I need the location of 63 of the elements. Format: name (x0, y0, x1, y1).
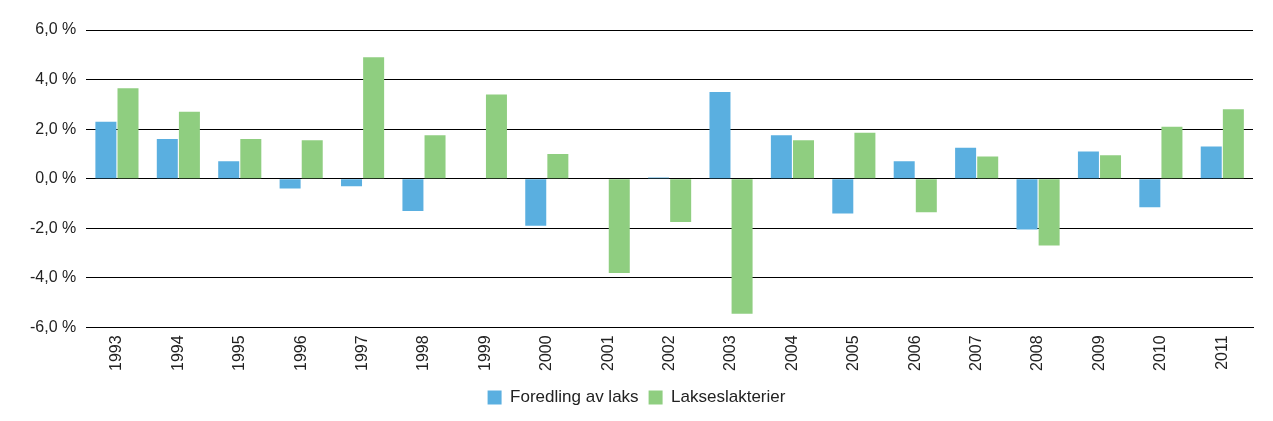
x-tick-label: 2010 (1151, 335, 1169, 371)
bar (363, 57, 385, 179)
bar (1077, 151, 1099, 179)
y-tick-label: -6,0 % (29, 317, 77, 335)
bar (485, 94, 507, 179)
bar (218, 161, 240, 179)
legend-label: Foredling av laks (510, 387, 639, 407)
x-tick-label: 2002 (660, 335, 678, 371)
bar (1139, 179, 1161, 208)
y-tick-label: 0,0 % (35, 169, 77, 187)
bar (1161, 126, 1183, 179)
bar (525, 179, 547, 226)
x-tick-label: 1995 (230, 335, 248, 371)
x-tick-label: 2001 (598, 335, 616, 371)
bar (1222, 109, 1244, 179)
bar (1100, 155, 1122, 179)
bar (608, 179, 630, 273)
bar (670, 179, 692, 223)
bar (424, 135, 446, 179)
y-tick-label: -4,0 % (29, 268, 77, 286)
x-tick-label: 1998 (414, 335, 432, 371)
x-tick-label: 2009 (1089, 335, 1107, 371)
y-tick-label: 2,0 % (35, 119, 77, 137)
bar (854, 132, 876, 179)
bar (832, 179, 854, 214)
bar (95, 121, 117, 179)
bar (893, 161, 915, 179)
legend-label: Lakseslakterier (671, 387, 786, 407)
bar (1038, 179, 1060, 246)
x-tick-label: 1997 (352, 335, 370, 371)
bar (178, 111, 200, 179)
bar (117, 88, 139, 179)
bar (341, 179, 363, 187)
bar (156, 139, 178, 179)
bar (731, 179, 753, 314)
x-tick-label: 2004 (782, 335, 800, 371)
x-tick-label: 2000 (537, 335, 555, 371)
bar (301, 140, 323, 179)
bar (402, 179, 424, 211)
bar (977, 156, 999, 179)
x-tick-label: 2011 (1212, 335, 1230, 370)
y-tick-label: -2,0 % (29, 218, 77, 236)
x-tick-label: 2007 (967, 335, 985, 371)
bar (770, 135, 792, 179)
bar (792, 140, 814, 179)
y-tick-label: 4,0 % (35, 69, 77, 87)
bar (1016, 179, 1038, 230)
x-tick-label: 2003 (721, 335, 739, 371)
bar (547, 153, 569, 179)
x-tick-label: 1994 (168, 335, 186, 371)
bar (1200, 146, 1222, 179)
bar (240, 139, 262, 179)
x-tick-label: 2005 (844, 335, 862, 371)
bar (915, 179, 937, 213)
bar (279, 179, 301, 189)
x-tick-label: 1993 (107, 335, 125, 371)
x-tick-label: 1999 (475, 335, 493, 371)
y-tick-label: 6,0 % (35, 20, 77, 38)
bar (709, 91, 731, 179)
x-tick-label: 2006 (905, 335, 923, 371)
x-tick-label: 1996 (291, 335, 309, 371)
x-tick-label: 2008 (1028, 335, 1046, 371)
bar (955, 147, 977, 179)
